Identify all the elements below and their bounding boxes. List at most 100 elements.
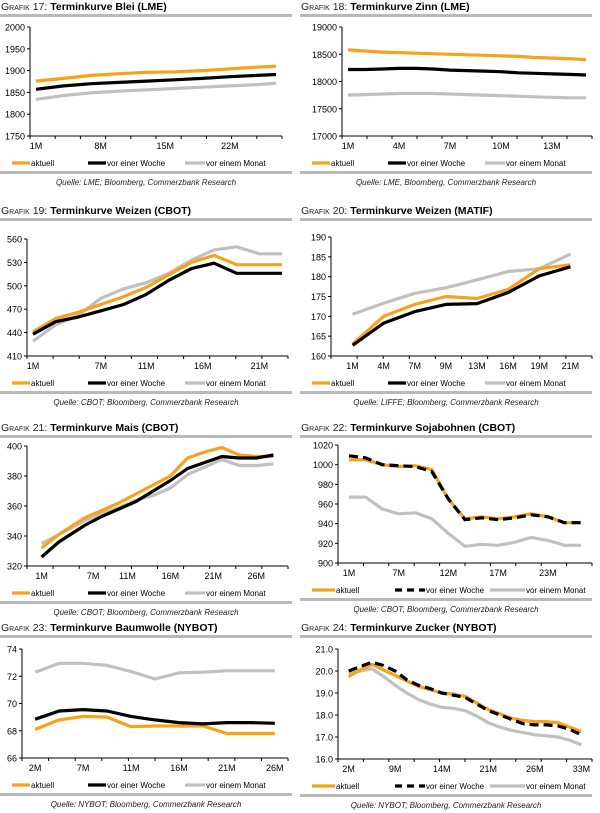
x-tick-label: 1M — [35, 571, 48, 581]
chart-source: Quelle: CBOT; Bloomberg, Commerzbank Res… — [53, 608, 239, 617]
y-tick-label: 70 — [7, 699, 17, 709]
series-line-woche — [348, 660, 582, 737]
x-tick-label: 9M — [389, 764, 402, 774]
chart-title-prefix: Grafik — [1, 1, 30, 13]
title-divider — [0, 14, 292, 17]
source-divider — [0, 793, 292, 796]
y-tick-label: 18000 — [312, 77, 337, 87]
legend-label-aktuell: aktuell — [331, 379, 354, 388]
chart-title-text: Terminkurve Blei (LME) — [50, 1, 167, 13]
source-divider — [300, 794, 592, 797]
series-line-aktuell — [40, 445, 274, 550]
title-divider — [0, 435, 292, 438]
y-tick-label: 68 — [7, 726, 17, 736]
x-tick-label: 16M — [194, 361, 212, 371]
chart-title-number: 24: — [332, 622, 351, 634]
legend-label-monat: vor einem Monat — [206, 159, 266, 168]
x-tick-label: 13M — [468, 361, 486, 371]
chart-title-text: Terminkurve Baumwolle (NYBOT) — [50, 622, 218, 634]
series-line-aktuell — [32, 253, 282, 334]
legend-label-woche: vor einer Woche — [107, 379, 166, 388]
legend-label-woche: vor einer Woche — [407, 379, 466, 388]
title-divider — [300, 635, 592, 638]
title-divider — [300, 218, 592, 221]
chart-panel-g23: Grafik 23: Terminkurve Baumwolle (NYBOT)… — [0, 603, 292, 813]
x-tick-label: 7M — [77, 763, 90, 773]
y-tick-label: 1020 — [313, 441, 333, 451]
series-line-monat — [40, 457, 274, 545]
x-tick-label: 12M — [440, 568, 458, 578]
y-tick-label: 320 — [7, 562, 22, 572]
x-tick-label: 21M — [562, 361, 580, 371]
y-tick-label: 185 — [311, 252, 326, 262]
y-tick-label: 21.0 — [315, 645, 333, 655]
chart-title-number: 21: — [32, 422, 51, 434]
line-chart-g22: 900 920 940 960 980 1000 1020 1M 7M 12M 17M 23M aktu… — [312, 441, 593, 595]
chart-title-number: 22: — [332, 422, 351, 434]
y-tick-label: 74 — [7, 645, 17, 655]
title-divider — [300, 14, 592, 17]
chart-title-number: 19: — [32, 205, 51, 217]
x-tick-label: 26M — [247, 571, 265, 581]
series-line-monat — [349, 495, 581, 548]
y-tick-label: 16.0 — [315, 755, 333, 765]
x-tick-label: 2M — [342, 764, 355, 774]
x-tick-label: 8M — [94, 141, 107, 151]
x-tick-label: 22M — [221, 141, 239, 151]
series-line-monat — [347, 91, 586, 100]
x-tick-label: 26M — [266, 763, 284, 773]
x-tick-label: 21M — [218, 763, 236, 773]
y-tick-label: 1000 — [313, 460, 333, 470]
chart-title-number: 23: — [32, 622, 51, 634]
legend-label-monat: vor einem Monat — [526, 586, 586, 595]
legend-label-aktuell: aktuell — [336, 586, 359, 595]
x-tick-label: 2M — [29, 763, 42, 773]
chart-panel-g19: Grafik 19: Terminkurve Weizen (CBOT) 410 4… — [0, 204, 292, 412]
chart-title-text: Terminkurve Sojabohnen (CBOT) — [350, 422, 516, 434]
chart-source: Quelle: CBOT; Bloomberg, Commerzbank Res… — [353, 605, 539, 614]
legend-label-monat: vor einem Monat — [526, 782, 586, 791]
legend-label-aktuell: aktuell — [31, 159, 54, 168]
y-tick-label: 530 — [7, 258, 22, 268]
source-divider — [0, 601, 292, 604]
chart-title-number: 17: — [32, 1, 51, 13]
series-line-aktuell — [35, 64, 277, 83]
chart-title: Grafik 22: Terminkurve Sojabohnen (CBOT) — [301, 422, 515, 434]
x-tick-label: 11M — [138, 361, 155, 371]
line-chart-g24: 16.0 17.0 18.0 19.0 20.0 21.0 2M 9M 14M 21M 26M 33M… — [312, 645, 593, 791]
chart-panel-g24: Grafik 24: Terminkurve Zucker (NYBOT) 16.… — [300, 603, 593, 813]
x-tick-label: 11M — [119, 571, 136, 581]
series-line-woche — [348, 66, 587, 77]
chart-source: Quelle: CBOT; Bloomberg, Commerzbank Res… — [53, 398, 239, 407]
chart-title-prefix: Grafik — [1, 205, 30, 217]
y-tick-label: 2000 — [5, 23, 25, 33]
legend-label-aktuell: aktuell — [336, 782, 359, 791]
line-chart-g20: 160 165 170 175 180 185 190 1M 4M 7M 9M 13M 16M 19M 21… — [311, 233, 593, 388]
x-tick-label: 7M — [87, 571, 100, 581]
chart-title-prefix: Grafik — [301, 422, 330, 434]
series-line-monat — [34, 661, 275, 681]
legend-label-aktuell: aktuell — [31, 589, 54, 598]
series-line-monat — [348, 667, 582, 747]
series-line-woche — [34, 707, 275, 726]
x-tick-label: 17M — [489, 568, 507, 578]
chart-title-number: 20: — [332, 205, 351, 217]
x-tick-label: 33M — [573, 764, 591, 774]
x-tick-label: 7M — [409, 361, 422, 371]
y-tick-label: 360 — [7, 502, 22, 512]
x-tick-label: 4M — [393, 141, 406, 151]
x-tick-label: 13M — [543, 141, 561, 151]
line-chart-g17: 1750 1800 1850 1900 1950 2000 1M 8M 15M 22M aktuel… — [5, 23, 283, 168]
line-chart-g21: 320 340 360 380 400 1M 7M 11M 16M 21M 26M aktuell vo… — [7, 442, 289, 598]
chart-source: Quelle: LME; Bloomberg, Commerzbank Rese… — [55, 178, 237, 187]
x-tick-label: 1M — [27, 361, 40, 371]
y-tick-label: 1850 — [5, 88, 25, 98]
x-tick-label: 26M — [526, 764, 544, 774]
x-tick-label: 21M — [205, 571, 223, 581]
series-line-aktuell — [347, 662, 582, 733]
chart-title-prefix: Grafik — [1, 622, 30, 634]
x-tick-label: 21M — [480, 764, 498, 774]
line-chart-g19: 410 440 470 500 530 560 1M 7M 11M 16M 21M aktuell vo… — [7, 235, 289, 388]
chart-panel-g18: Grafik 18: Terminkurve Zinn (LME) 17000 17… — [300, 0, 593, 196]
x-tick-label: 7M — [95, 361, 108, 371]
